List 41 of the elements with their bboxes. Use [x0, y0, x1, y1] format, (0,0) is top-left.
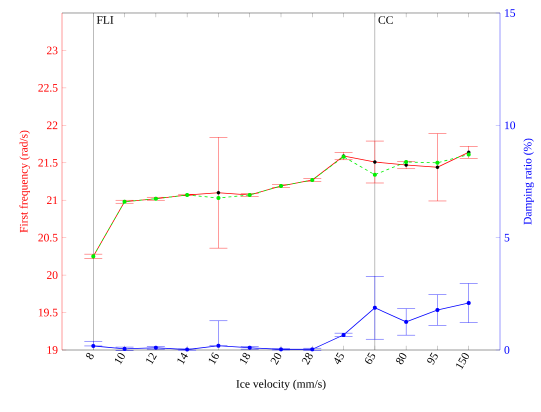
y-tick-label: 23 — [46, 46, 58, 54]
x-tick-label: 80 — [396, 352, 406, 364]
point — [372, 172, 377, 177]
x-tick-label: 20 — [270, 352, 282, 365]
y-tick-label: 22 — [46, 122, 58, 130]
x-tick-label: 95 — [427, 352, 438, 365]
y2-tick-label: 5 — [504, 234, 510, 242]
point — [466, 301, 471, 306]
x-tick-label: 28 — [302, 352, 313, 365]
x-tick-label: 65 — [365, 352, 376, 364]
point — [216, 190, 220, 195]
y2-tick-label: 0 — [504, 346, 510, 354]
y2-tick-label: 15 — [505, 9, 516, 17]
point — [435, 308, 440, 312]
y-tick-label: 22.5 — [38, 84, 58, 92]
point — [435, 160, 440, 165]
y-tick-label: 19 — [47, 346, 58, 354]
x-axis-title: Ice velocity (mm/s) — [236, 380, 326, 390]
ref-line-label: FLI — [96, 16, 114, 24]
y-axis-title: First frequency (rad/s) — [19, 130, 30, 233]
point — [216, 196, 220, 200]
y-tick-label: 19.5 — [38, 308, 58, 316]
point — [404, 320, 408, 324]
x-tick-label: 8 — [86, 352, 94, 360]
y-tick-label: 20 — [46, 271, 58, 279]
point — [372, 306, 377, 310]
x-tick-label: 10 — [115, 352, 125, 364]
x-tick-label: 45 — [334, 352, 344, 364]
y-tick-label: 21.5 — [38, 158, 58, 167]
point — [436, 165, 440, 170]
x-tick-label: 150 — [456, 352, 469, 370]
x-tick-label: 18 — [240, 352, 250, 364]
x-tick-label: 12 — [146, 352, 157, 364]
y2-axis-title: Damping ratio (%) — [523, 138, 534, 225]
point — [373, 160, 377, 164]
x-tick-label: 14 — [178, 352, 188, 364]
x-tick-label: 16 — [208, 352, 219, 364]
y2-tick-label: 10 — [505, 121, 516, 130]
ref-line-label: CC — [378, 16, 393, 24]
y-tick-label: 20.5 — [38, 234, 58, 242]
y-tick-label: 21 — [46, 196, 58, 204]
